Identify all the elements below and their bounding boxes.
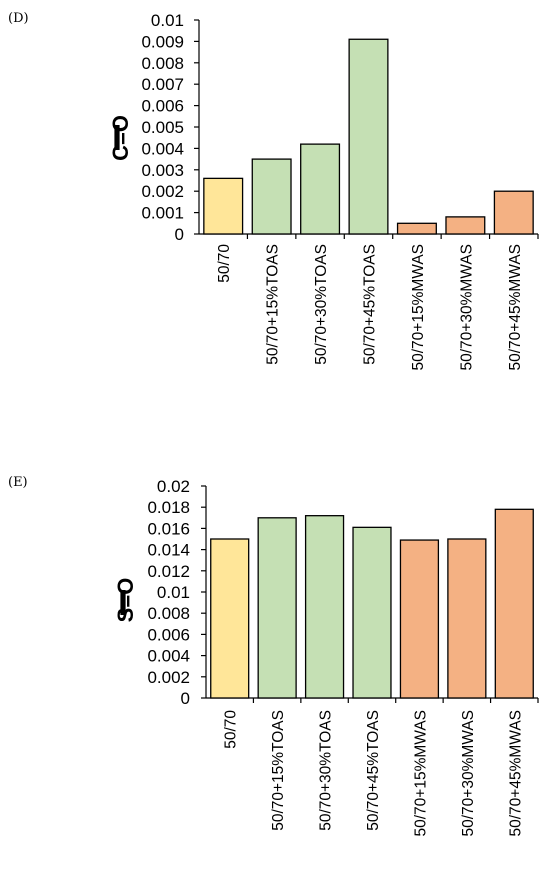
y-tick-label: 0.007 [141, 75, 184, 94]
y-axis-label-main: I [112, 117, 122, 158]
y-tick-label: 0.014 [147, 541, 190, 560]
y-tick-label: 0.002 [147, 668, 190, 687]
bar [399, 539, 440, 699]
bar [494, 508, 534, 699]
y-tick-label: 0 [181, 689, 190, 708]
y-tick-label: 0.006 [141, 97, 184, 116]
bar [396, 222, 437, 235]
y-tick-label: 0.02 [157, 477, 190, 496]
x-tick-labels: 50/70 50/70+15%TOAS 50/70+30%TOAS 50/70+45%… [223, 710, 525, 837]
chart-panel-e: (E) I S=O 0 0.002 0.004 0.006 0.008 0.01 0.012… [8, 475, 539, 837]
y-tick-label: 0.005 [141, 118, 184, 137]
chart-panel-d: (D) I C=O 0 0.001 0.002 0.003 0.004 0.005 0.00… [8, 11, 539, 371]
y-tick-label: 0.008 [147, 604, 190, 623]
bar [352, 526, 392, 699]
bar [210, 538, 250, 699]
x-tick-label: 50/70+45%TOAS [362, 244, 379, 365]
y-axis-label-subscript: C=O [108, 115, 133, 161]
x-tick-label: 50/70+15%MWAS [412, 710, 429, 837]
x-tick-label: 50/70+45%MWAS [507, 244, 524, 371]
x-tick-label: 50/70+30%TOAS [313, 244, 330, 365]
x-tick-label: 50/70+15%TOAS [270, 710, 287, 831]
bar [493, 190, 534, 235]
x-tick-label: 50/70+45%MWAS [507, 710, 524, 837]
x-tick-labels: 50/70 50/70+15%TOAS 50/70+30%TOAS 50/70+45%… [216, 244, 524, 371]
x-tick-label: 50/70+30%MWAS [458, 244, 475, 371]
bar [447, 538, 487, 699]
bar [348, 38, 389, 235]
x-tick-label: 50/70+30%TOAS [318, 710, 335, 831]
y-tick-label: 0.01 [151, 11, 184, 30]
panel-label: (D) [8, 11, 29, 26]
y-tick-label: 0.001 [141, 204, 184, 223]
bar [304, 515, 345, 699]
y-axis-label-main: I [118, 582, 128, 623]
x-tick-label: 50/70+30%MWAS [460, 710, 477, 837]
y-ticks: 0 0.002 0.004 0.006 0.008 0.01 0.012 0.014 0.016… [147, 477, 539, 708]
y-tick-label: 0.003 [141, 161, 184, 180]
y-tick-label: 0.018 [147, 498, 190, 517]
y-tick-label: 0.009 [141, 32, 184, 51]
panel-label: (E) [8, 475, 28, 490]
x-tick-label: 50/70+45%TOAS [365, 710, 382, 831]
y-axis-label-subscript: S=O [113, 578, 138, 623]
y-ticks: 0 0.001 0.002 0.003 0.004 0.005 0.006 0.007 0.00… [141, 11, 539, 244]
y-tick-label: 0.004 [147, 647, 190, 666]
bar [203, 177, 244, 235]
bar [300, 143, 341, 235]
bar [251, 158, 292, 235]
bar [257, 517, 297, 699]
bar [445, 216, 486, 235]
y-tick-label: 0.008 [141, 54, 184, 73]
x-tick-label: 50/70 [223, 710, 240, 749]
y-tick-label: 0 [175, 225, 184, 244]
y-tick-label: 0.016 [147, 519, 190, 538]
y-tick-label: 0.002 [141, 182, 184, 201]
y-tick-label: 0.006 [147, 625, 190, 644]
x-tick-label: 50/70+15%TOAS [265, 244, 282, 365]
y-tick-label: 0.004 [141, 139, 184, 158]
bars [210, 508, 534, 699]
y-tick-label: 0.012 [147, 562, 190, 581]
y-tick-label: 0.01 [157, 583, 190, 602]
bars [203, 38, 534, 235]
x-tick-label: 50/70+15%MWAS [410, 244, 427, 371]
x-tick-label: 50/70 [216, 244, 233, 283]
